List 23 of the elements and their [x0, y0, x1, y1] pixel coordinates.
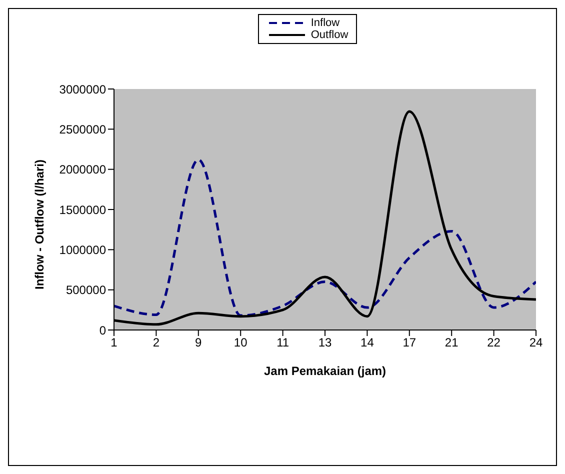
x-tick-label: 10 [234, 336, 248, 350]
x-tick-label: 9 [195, 336, 202, 350]
y-tick-label: 2000000 [59, 162, 106, 177]
x-tick-label: 22 [487, 336, 501, 350]
y-tick-label: 1500000 [59, 202, 106, 217]
y-tick-label: 1000000 [59, 242, 106, 257]
line-series [114, 158, 536, 317]
y-tick-label: 500000 [66, 283, 106, 298]
x-tick-label: 17 [402, 336, 416, 350]
x-tick-label: 14 [360, 336, 374, 350]
legend-label: Inflow [310, 17, 340, 29]
x-tick-label: 24 [529, 336, 543, 350]
y-tick-label: 3000000 [59, 82, 106, 96]
x-axis-title: Jam Pemakaian (jam) [264, 364, 386, 378]
y-axis-title: Inflow - Outflow (l/hari) [32, 160, 46, 290]
x-tick-label: 2 [152, 336, 160, 350]
y-tick-label: 2500000 [59, 122, 106, 136]
y-tick-label: 0 [99, 323, 106, 338]
x-tick-label: 1 [110, 336, 118, 350]
x-tick-label: 21 [444, 336, 459, 350]
x-tick-label: 11 [276, 336, 290, 350]
legend-label: Outflow [310, 29, 348, 41]
x-tick-label: 13 [318, 336, 332, 350]
